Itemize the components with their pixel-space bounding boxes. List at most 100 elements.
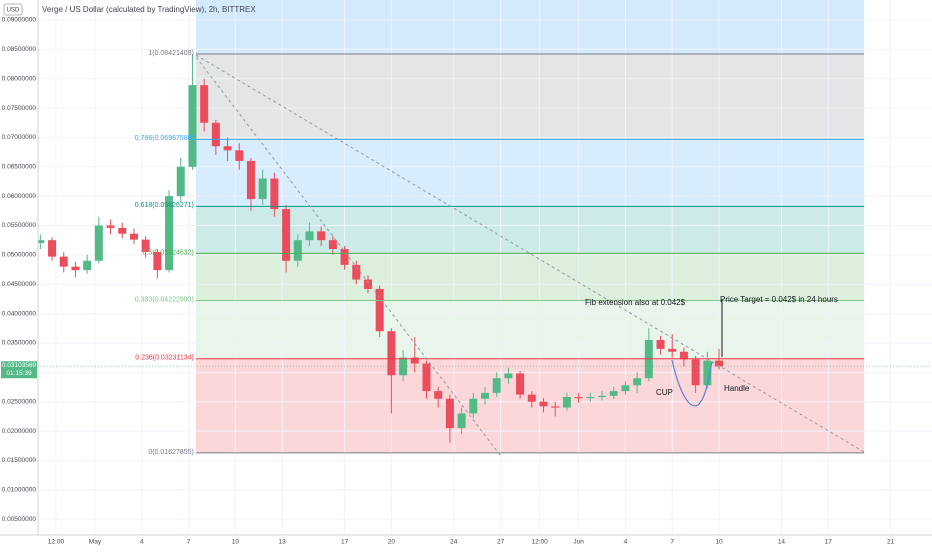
candle-body — [317, 231, 326, 241]
candle-body — [200, 85, 209, 123]
candle-body — [539, 401, 548, 407]
y-tick-label: 0.05000000 — [2, 252, 37, 259]
fib-label: 0.618(0.05826271) — [135, 202, 194, 209]
x-tick-label: 7 — [187, 539, 191, 546]
x-tick-label: 24 — [450, 539, 458, 546]
candle-body — [106, 225, 115, 228]
y-tick-label: 0.04000000 — [2, 310, 37, 317]
candle-body — [399, 357, 408, 376]
fib-zone — [195, 206, 865, 254]
y-tick-label: 0.00500000 — [2, 516, 37, 523]
candle-body — [527, 394, 536, 402]
fib-zone — [195, 139, 865, 207]
candle-body — [598, 395, 607, 397]
candle-body — [691, 359, 700, 386]
candle-body — [633, 378, 642, 386]
candle-body — [188, 85, 197, 167]
candle-body — [118, 227, 127, 234]
candle-body — [609, 391, 618, 396]
y-tick-label: 0.05500000 — [2, 222, 37, 229]
candle-body — [574, 396, 583, 399]
candle-body — [445, 398, 454, 429]
fib-label: 0(0.01627855) — [148, 449, 194, 456]
x-tick-label: 13 — [279, 539, 287, 546]
candle-body — [94, 225, 103, 261]
y-tick-label: 0.04500000 — [2, 281, 37, 288]
annotation: Price Target = 0.042$ in 24 hours — [720, 295, 838, 304]
x-tick-label: 17 — [825, 539, 833, 546]
y-tick-label: 0.07500000 — [2, 105, 37, 112]
fib-label: 0.786(0.06967588) — [135, 135, 194, 142]
candle-body — [223, 146, 232, 151]
x-tick-label: 12:00 — [531, 539, 548, 546]
candle-body — [352, 264, 361, 280]
x-tick-label: 10 — [715, 539, 723, 546]
candle-body — [176, 166, 185, 197]
candle-body — [235, 150, 244, 161]
drawings: 1(0.08421409) 0.786(0.06967588) 0.618(0.05… — [38, 50, 932, 456]
y-tick-label: 0.01000000 — [2, 486, 37, 493]
candle-body — [422, 363, 431, 392]
fib-zones — [195, 0, 865, 453]
fib-zone — [195, 358, 865, 453]
candle-body — [679, 351, 688, 360]
candle-body — [165, 196, 174, 271]
y-tick-label: 0.09000000 — [2, 17, 37, 24]
chart-title: Verge / US Dollar (calculated by Trading… — [42, 5, 256, 14]
time-axis — [0, 535, 932, 550]
y-tick-label: 0.03500000 — [2, 340, 37, 347]
x-tick-label: 4 — [624, 539, 628, 546]
fib-zone — [195, 253, 865, 301]
y-tick-label: 0.06500000 — [2, 164, 37, 171]
candle-body — [363, 279, 372, 289]
x-tick-label: 17 — [341, 539, 349, 546]
candle-body — [551, 406, 560, 408]
candle-body — [457, 413, 466, 429]
candle-body — [562, 396, 571, 408]
x-tick-label: 7 — [670, 539, 674, 546]
fib-label: 1(0.08421409) — [148, 50, 194, 57]
candle-body — [469, 398, 478, 414]
last-price-badge — [1, 361, 37, 379]
candle-body — [703, 360, 712, 386]
x-tick-label: 20 — [388, 539, 396, 546]
candle-body — [410, 357, 419, 364]
x-tick-label: 4 — [140, 539, 144, 546]
candle-body — [668, 348, 677, 352]
currency: USD — [7, 8, 20, 14]
candle-body — [153, 251, 162, 271]
candle-body — [141, 239, 150, 252]
candle-body — [36, 240, 45, 244]
candle-body — [656, 340, 665, 349]
annotation: Fib extension also at 0.042$ — [585, 298, 686, 307]
x-tick-label: Jun — [573, 539, 584, 546]
x-tick-label: May — [89, 539, 102, 546]
candle-body — [586, 396, 595, 399]
grid — [38, 0, 932, 535]
x-tick-label: 21 — [887, 539, 895, 546]
currency-badge[interactable] — [3, 3, 23, 16]
candle-body — [211, 122, 220, 147]
countdown: 01:15:39 — [6, 370, 32, 377]
x-tick-label: 10 — [232, 539, 240, 546]
candle-body — [71, 266, 80, 271]
y-tick-label: 0.07000000 — [2, 134, 37, 141]
y-tick-label: 0.02000000 — [2, 428, 37, 435]
y-tick-label: 0.06000000 — [2, 193, 37, 200]
y-tick-label: 0.08500000 — [2, 46, 37, 53]
y-tick-label: 0.01500000 — [2, 457, 37, 464]
fib-zone — [195, 53, 865, 140]
last-price-label: 0.03103569 — [2, 362, 37, 369]
fib-label: 0.383(0.04222993) — [135, 296, 194, 303]
candle-body — [83, 260, 92, 271]
x-tick-label: 14 — [778, 539, 786, 546]
candle-body — [270, 178, 279, 210]
x-tick-label: 12:00 — [48, 539, 65, 546]
candle-body — [293, 240, 302, 261]
candle-body — [481, 392, 489, 399]
fib-zone — [195, 300, 865, 359]
candle-body — [492, 378, 501, 393]
